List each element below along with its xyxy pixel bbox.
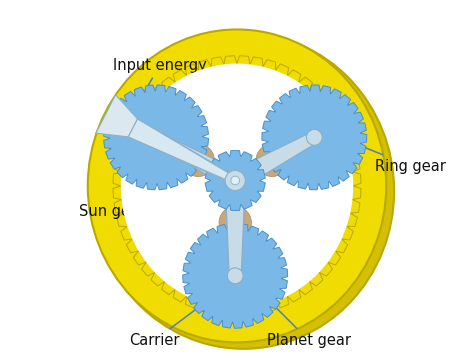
Polygon shape [230,132,317,189]
Polygon shape [182,223,288,328]
Ellipse shape [88,30,386,342]
Circle shape [228,268,243,284]
Circle shape [231,176,239,185]
Text: Sun gear: Sun gear [79,189,191,218]
Ellipse shape [93,33,394,349]
Circle shape [306,130,322,145]
Circle shape [219,206,251,239]
Polygon shape [128,119,237,183]
Text: Input energy: Input energy [113,58,207,96]
Polygon shape [128,119,237,184]
Polygon shape [153,132,240,189]
Circle shape [256,144,288,177]
Circle shape [182,144,214,177]
Ellipse shape [121,64,353,308]
Polygon shape [96,95,137,137]
Polygon shape [262,85,367,190]
Polygon shape [113,56,361,316]
Polygon shape [104,85,209,190]
Polygon shape [225,180,245,276]
Text: Carrier: Carrier [129,300,208,348]
Text: Planet gear: Planet gear [267,301,351,348]
Polygon shape [205,151,265,210]
Circle shape [148,130,164,145]
Circle shape [225,170,245,191]
Text: Ring gear: Ring gear [353,142,447,174]
